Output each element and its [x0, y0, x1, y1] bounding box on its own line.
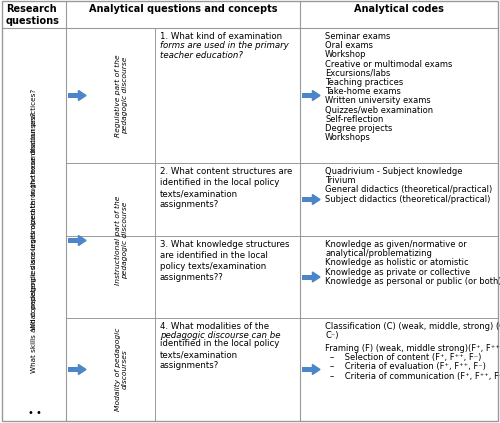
Text: 1. What kind of examination: 1. What kind of examination — [160, 32, 282, 41]
Bar — [68, 93, 78, 98]
Text: What pedagogic discourses operate  in the examination practices?: What pedagogic discourses operate in the… — [31, 89, 37, 330]
Text: Written university exams: Written university exams — [325, 96, 431, 105]
Text: Workshops: Workshops — [325, 133, 371, 142]
Text: –    Criteria of communication (F⁺, F⁺⁺, F⁻): – Criteria of communication (F⁺, F⁺⁺, F⁻… — [330, 372, 500, 381]
Text: General didactics (theoretical/practical): General didactics (theoretical/practical… — [325, 185, 492, 195]
Text: Trivium: Trivium — [325, 176, 356, 185]
Text: –    Criteria of evaluation (F⁺, F⁺⁺, F⁻): – Criteria of evaluation (F⁺, F⁺⁺, F⁻) — [330, 363, 486, 371]
Polygon shape — [312, 91, 320, 101]
Text: Oral exams: Oral exams — [325, 41, 373, 50]
Bar — [302, 197, 312, 202]
Text: Knowledge as holistic or atomistic: Knowledge as holistic or atomistic — [325, 258, 468, 267]
Text: Research
questions: Research questions — [6, 4, 60, 26]
Bar — [302, 93, 312, 98]
Text: Seminar exams: Seminar exams — [325, 32, 390, 41]
Text: Take-home exams: Take-home exams — [325, 87, 401, 96]
Text: Analytical codes: Analytical codes — [354, 4, 444, 14]
Text: Teaching practices: Teaching practices — [325, 78, 403, 87]
Text: C⁻): C⁻) — [325, 331, 338, 340]
Bar — [302, 367, 312, 372]
Text: Classification (C) (weak, middle, strong) (C⁺, C⁺⁺,: Classification (C) (weak, middle, strong… — [325, 322, 500, 331]
Text: Modality of pedagogic
discourses: Modality of pedagogic discourses — [115, 328, 128, 411]
Text: Excursions/labs: Excursions/labs — [325, 69, 390, 78]
Text: identified in the local policy
texts/examination
assignments?: identified in the local policy texts/exa… — [160, 339, 280, 370]
Text: analytical/problematizing: analytical/problematizing — [325, 249, 432, 258]
Polygon shape — [312, 272, 320, 282]
Polygon shape — [78, 91, 86, 101]
Text: Knowledge as given/normative or: Knowledge as given/normative or — [325, 240, 467, 249]
Text: •: • — [27, 408, 33, 418]
Polygon shape — [78, 365, 86, 374]
Bar — [302, 275, 312, 280]
Text: Knowledge as personal or public (or both): Knowledge as personal or public (or both… — [325, 277, 500, 286]
Bar — [68, 238, 78, 243]
Text: forms are used in the primary
teacher education?: forms are used in the primary teacher ed… — [160, 41, 289, 60]
Text: Degree projects: Degree projects — [325, 124, 392, 133]
Text: –    Selection of content (F⁺, F⁺⁺, F⁻): – Selection of content (F⁺, F⁺⁺, F⁻) — [330, 353, 482, 362]
Text: Workshop: Workshop — [325, 50, 366, 59]
Text: Analytical questions and concepts: Analytical questions and concepts — [89, 4, 277, 14]
Text: Creative or multimodal exams: Creative or multimodal exams — [325, 60, 452, 69]
Polygon shape — [312, 365, 320, 374]
Text: Subject didactics (theoretical/practical): Subject didactics (theoretical/practical… — [325, 195, 490, 203]
Text: Regulative part of the
pedagogic discourse: Regulative part of the pedagogic discour… — [115, 54, 128, 137]
Text: 2. What content structures are
identified in the local policy
texts/examination
: 2. What content structures are identifie… — [160, 167, 292, 209]
Text: Quadrivium - Subject knowledge: Quadrivium - Subject knowledge — [325, 167, 462, 176]
Text: What skills and competencies are legitimized through these discourses?: What skills and competencies are legitim… — [31, 112, 37, 373]
Polygon shape — [312, 195, 320, 204]
Text: •: • — [35, 408, 41, 418]
Text: Quizzes/web examination: Quizzes/web examination — [325, 106, 433, 115]
Polygon shape — [78, 236, 86, 245]
Text: 3. What knowledge structures
are identified in the local
policy texts/examinatio: 3. What knowledge structures are identif… — [160, 240, 290, 282]
Text: pedagogic discourse can be: pedagogic discourse can be — [160, 330, 280, 340]
Text: Self-reflection: Self-reflection — [325, 115, 384, 124]
Text: Knowledge as private or collective: Knowledge as private or collective — [325, 268, 470, 277]
Text: Instructional part of the
pedagogic discourse: Instructional part of the pedagogic disc… — [115, 196, 128, 285]
Text: Framing (F) (weak, middle strong)(F⁺, F⁺⁺, F⁻):: Framing (F) (weak, middle strong)(F⁺, F⁺… — [325, 344, 500, 353]
Bar — [68, 367, 78, 372]
Text: 4. What modalities of the: 4. What modalities of the — [160, 322, 269, 331]
